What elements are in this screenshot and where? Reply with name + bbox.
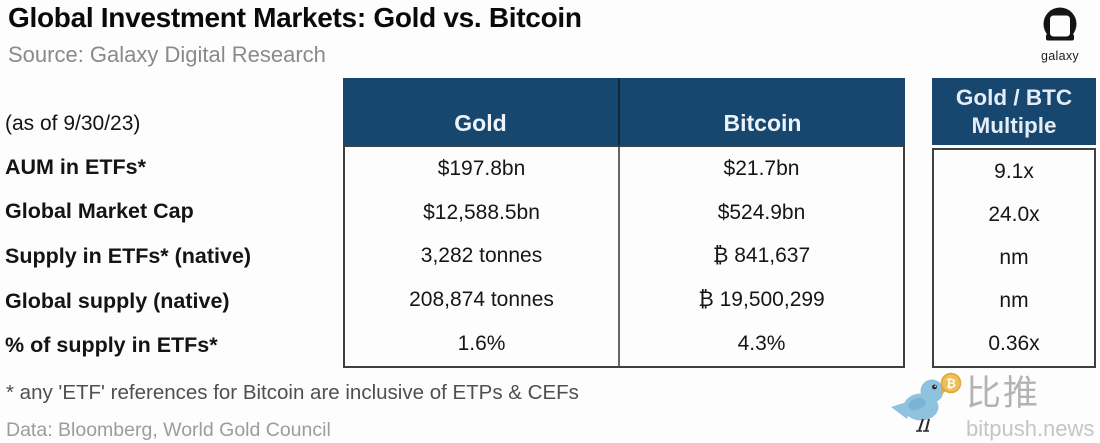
column-header-gold: Gold bbox=[343, 78, 620, 145]
bitcoin-pct-supply-cell: 4.3% bbox=[737, 332, 786, 356]
row-label-aum: AUM in ETFs* bbox=[5, 154, 146, 179]
row-label-supply-etfs: Supply in ETFs* (native) bbox=[5, 243, 252, 268]
gold-pct-supply-cell: 1.6% bbox=[345, 322, 620, 366]
coin-btc-symbol: ₿ bbox=[946, 377, 956, 391]
row-label-global-supply: Global supply (native) bbox=[5, 288, 230, 313]
bitcoin-etf-supply-cell: ₿ 841,637 bbox=[712, 244, 811, 268]
bitcoin-aum-cell: $21.7bn bbox=[723, 156, 800, 180]
source-subtitle: Source: Galaxy Digital Research bbox=[8, 42, 326, 67]
column-header-bitcoin: Bitcoin bbox=[723, 110, 802, 136]
data-source: Data: Bloomberg, World Gold Council bbox=[6, 419, 331, 441]
row-label-market-cap: Global Market Cap bbox=[5, 199, 194, 224]
multiple-table-body: 9.1x 24.0x nm nm 0.36x bbox=[932, 148, 1096, 368]
multiple-aum-cell: 9.1x bbox=[994, 159, 1034, 183]
gold-market-cap-cell: $12,588.5bn bbox=[345, 190, 620, 235]
row-label-pct-supply: % of supply in ETFs* bbox=[5, 333, 218, 358]
bitpush-bird-icon: ₿ bbox=[891, 372, 962, 432]
multiple-global-supply-cell: nm bbox=[999, 289, 1029, 313]
gold-aum-cell: $197.8bn bbox=[345, 147, 620, 191]
gold-global-supply-cell: 208,874 tonnes bbox=[345, 278, 620, 323]
multiple-etf-supply-cell: nm bbox=[999, 245, 1029, 269]
galaxy-logo-text: galaxy bbox=[1041, 49, 1079, 63]
multiple-pct-supply-cell: 0.36x bbox=[988, 332, 1040, 356]
gold-bitcoin-table-header: Gold Bitcoin bbox=[343, 78, 905, 145]
bitpush-watermark: ₿ 比推 bitpush.news bbox=[888, 371, 1094, 442]
bitcoin-market-cap-cell: $524.9bn bbox=[717, 200, 806, 224]
multiple-market-cap-cell: 24.0x bbox=[988, 202, 1040, 226]
footnote: * any 'ETF' references for Bitcoin are i… bbox=[6, 381, 579, 404]
galaxy-logo: galaxy bbox=[1034, 6, 1086, 63]
page-title: Global Investment Markets: Gold vs. Bitc… bbox=[8, 2, 582, 33]
bitcoin-global-supply-cell: ₿ 19,500,299 bbox=[698, 288, 825, 312]
gold-etf-supply-cell: 3,282 tonnes bbox=[345, 234, 620, 279]
column-header-multiple: Gold / BTC Multiple bbox=[932, 78, 1096, 145]
gold-bitcoin-table: Gold Bitcoin $197.8bn $21.7bn $12,588.5b… bbox=[343, 78, 905, 368]
multiple-table: Gold / BTC Multiple 9.1x 24.0x nm nm 0.3… bbox=[932, 78, 1096, 368]
bitpush-domain: bitpush.news bbox=[966, 415, 1095, 441]
gold-bitcoin-table-body: $197.8bn $21.7bn $12,588.5bn $524.9bn 3,… bbox=[343, 145, 905, 368]
galaxy-logo-icon bbox=[1043, 7, 1077, 41]
as-of-label: (as of 9/30/23) bbox=[5, 112, 141, 135]
bitpush-watermark-text: 比推 bitpush.news bbox=[966, 371, 1094, 442]
bitpush-brand-cn: 比推 bbox=[966, 374, 1041, 413]
row-labels-column: (as of 9/30/23) AUM in ETFs* Global Mark… bbox=[5, 78, 337, 368]
